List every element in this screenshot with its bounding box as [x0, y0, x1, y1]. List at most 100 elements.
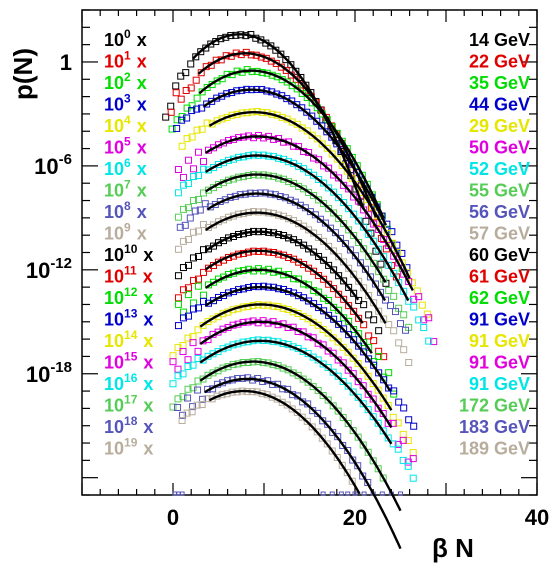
data-point [335, 272, 343, 280]
data-point [295, 239, 303, 247]
data-point [384, 401, 392, 409]
data-point [369, 413, 377, 421]
data-point [366, 273, 374, 281]
data-point [385, 261, 393, 269]
data-point [203, 119, 211, 127]
data-point [199, 356, 207, 364]
data-point [314, 321, 322, 329]
fit-curve [197, 52, 378, 218]
fit-curve [204, 377, 402, 550]
data-point [178, 113, 186, 121]
data-point [383, 220, 391, 228]
data-point [380, 253, 388, 261]
data-point [313, 135, 321, 143]
data-point [420, 324, 428, 332]
data-point [189, 361, 197, 369]
data-point [377, 260, 385, 268]
data-point [183, 135, 191, 143]
data-point [179, 370, 187, 378]
fit-curve [205, 154, 410, 302]
data-point [330, 266, 338, 274]
series-markers [174, 374, 372, 486]
data-point [174, 294, 182, 302]
data-point [349, 388, 357, 396]
x-tick-label: 20 [343, 505, 367, 530]
data-point [179, 205, 187, 213]
data-point [318, 140, 326, 148]
data-point [184, 356, 192, 364]
legend-entry: 60 GeV [469, 245, 530, 265]
fit-curve [205, 249, 364, 324]
data-point [310, 267, 318, 275]
data-point [316, 215, 324, 223]
data-point [184, 156, 192, 164]
data-point [193, 105, 201, 113]
data-point [380, 353, 388, 361]
data-point [309, 383, 317, 391]
data-point [193, 401, 201, 409]
data-point [310, 248, 318, 256]
data-point [179, 181, 187, 189]
data-point [339, 343, 347, 351]
data-point [349, 354, 357, 362]
legend-entry: 50 GeV [469, 138, 530, 158]
fit-curve [198, 69, 385, 219]
legend-entry: 91 GeV [469, 353, 530, 373]
data-point [189, 165, 197, 173]
data-point [355, 217, 363, 225]
scale-factor-label: 1018 x [104, 414, 153, 437]
series-markers [169, 358, 387, 482]
data-point [339, 359, 347, 367]
data-point [364, 448, 372, 456]
data-point [430, 338, 438, 346]
data-point [415, 293, 423, 301]
data-point [167, 108, 175, 116]
data-point [193, 126, 201, 134]
data-point [173, 124, 181, 132]
scale-factor-label: 1017 x [104, 393, 153, 416]
data-point [255, 265, 263, 273]
data-point [325, 205, 333, 213]
baseline-point [345, 491, 351, 496]
data-point [344, 348, 352, 356]
data-point [184, 363, 192, 371]
data-point [303, 108, 311, 116]
data-point [360, 245, 368, 253]
scale-factor-label: 101 x [104, 49, 147, 72]
legend-entry: 52 GeV [469, 159, 530, 179]
data-point [300, 261, 308, 269]
legend-entry: 56 GeV [469, 202, 530, 222]
scale-factor-label: 1012 x [104, 285, 153, 308]
data-point [386, 302, 394, 310]
legend-entry: 22 GeV [469, 52, 530, 72]
data-point [178, 116, 186, 124]
axes: 0 20 40 1 10-6 10-12 10-18 [26, 9, 549, 530]
data-point [292, 67, 300, 75]
data-point [345, 264, 353, 272]
data-point [345, 226, 353, 234]
data-point [395, 398, 403, 406]
data-point [410, 422, 418, 430]
data-point [385, 369, 393, 377]
data-point [394, 419, 402, 427]
fit-curve [208, 389, 361, 495]
data-point [194, 354, 202, 362]
data-point [344, 382, 352, 390]
data-point [325, 311, 333, 319]
data-point [174, 189, 182, 197]
data-point [167, 102, 175, 110]
data-point [315, 252, 323, 260]
data-point [359, 441, 367, 449]
data-point [360, 223, 368, 231]
data-point [189, 339, 197, 347]
data-point [364, 390, 372, 398]
data-point [382, 279, 390, 287]
scale-factor-label: 1014 x [104, 328, 153, 351]
data-point [184, 312, 192, 320]
data-point [199, 297, 207, 305]
data-point [177, 95, 185, 103]
data-point [375, 268, 383, 276]
legend-entry: 91 GeV [469, 374, 530, 394]
legend-entry: 62 GeV [469, 288, 530, 308]
data-point [328, 447, 336, 455]
